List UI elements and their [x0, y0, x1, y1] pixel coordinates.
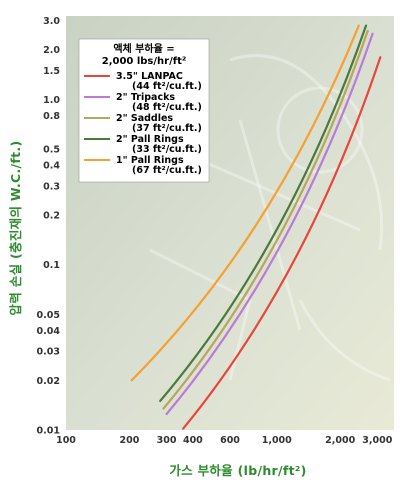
x-tick-label: 2,000	[325, 435, 355, 446]
y-axis-title: 압력 손실 (충진재의 W.C./ft.)	[8, 141, 23, 316]
legend-box	[78, 38, 210, 183]
series-layer	[130, 24, 382, 430]
y-tick-label: 0.1	[43, 260, 60, 271]
x-tick-label: 100	[56, 435, 76, 446]
x-tick-label: 3,000	[362, 435, 392, 446]
y-tick-label: 0.4	[43, 161, 60, 172]
x-tick-label: 1,000	[262, 435, 292, 446]
y-tick-label: 0.02	[37, 376, 60, 387]
legend-series-spec: (48 ft²/cu.ft.)	[132, 102, 202, 113]
series-line	[162, 29, 369, 410]
y-tick-label: 0.5	[43, 145, 60, 156]
legend-series-spec: (37 ft²/cu.ft.)	[132, 123, 202, 134]
y-tick-label: 0.2	[43, 210, 60, 221]
legend-series-name: 1" Pall Rings	[116, 155, 184, 166]
legend-series-name: 2" Tripacks	[116, 92, 175, 103]
y-tick-label: 3.0	[43, 16, 60, 27]
series-line	[182, 56, 382, 430]
y-tick-label: 0.05	[37, 310, 60, 321]
legend-items: 3.5" LANPAC(44 ft²/cu.ft.)2" Tripacks(48…	[84, 71, 202, 176]
y-tick-label: 1.0	[43, 95, 60, 106]
y-axis-ticks: 0.01 0.02 0.03 0.04 0.05 0.1 0.2 0.3 0.4 0.5 0.8 1.…	[37, 16, 61, 436]
series-line	[130, 24, 360, 382]
x-axis-title: 가스 부하율 (lb/hr/ft²)	[169, 463, 306, 478]
y-tick-label: 1.5	[43, 66, 60, 77]
legend-title-line1: 액체 부하율 =	[113, 42, 174, 55]
y-tick-label: 0.04	[37, 326, 61, 337]
x-tick-label: 200	[120, 435, 140, 446]
legend-series-name: 2" Saddles	[116, 113, 173, 124]
y-tick-label: 0.8	[43, 111, 60, 122]
x-tick-label: 600	[220, 435, 240, 446]
legend-title-line2: 2,000 lbs/hr/ft²	[102, 56, 187, 67]
x-tick-label: 300	[157, 435, 177, 446]
legend-series-name: 3.5" LANPAC	[116, 71, 183, 82]
y-tick-label: 0.01	[37, 426, 60, 437]
legend-series-spec: (67 ft²/cu.ft.)	[132, 165, 202, 176]
legend-series-name: 2" Pall Rings	[116, 134, 184, 145]
x-tick-label: 400	[183, 435, 203, 446]
y-tick-label: 0.03	[37, 347, 60, 358]
legend-series-spec: (33 ft²/cu.ft.)	[132, 144, 202, 155]
legend: 액체 부하율 = 2,000 lbs/hr/ft² 3.5" LANPAC(44…	[78, 38, 210, 183]
series-line	[159, 24, 368, 402]
series-line	[165, 32, 374, 416]
x-axis-ticks: 100 200 300 400 600 1,000 2,000 3,000	[56, 435, 393, 446]
y-tick-label: 0.3	[43, 181, 60, 192]
legend-series-spec: (44 ft²/cu.ft.)	[132, 81, 202, 92]
y-tick-label: 2.0	[43, 45, 60, 56]
